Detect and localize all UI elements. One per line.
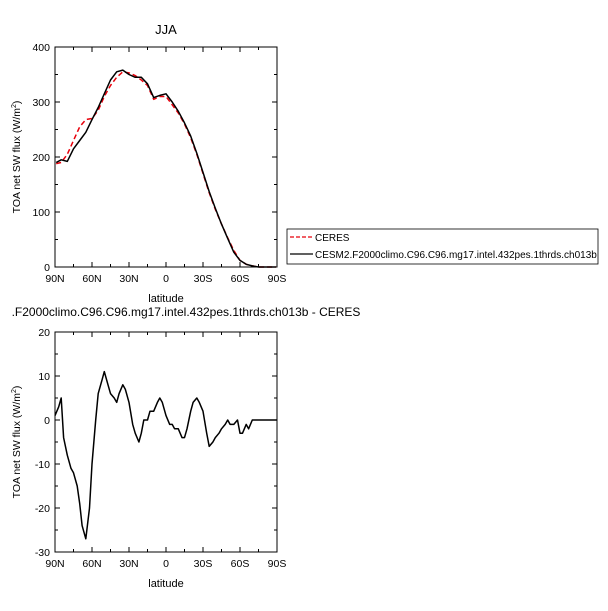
bottom-x-tick-label: 60S <box>231 558 250 570</box>
bottom-y-tick-label: 20 <box>38 327 50 339</box>
top-y-axis-label-close: ) <box>11 101 23 105</box>
legend-box <box>286 228 599 265</box>
bottom-y-axis-label: TOA net SW flux (W/m2) <box>11 386 23 499</box>
legend: CERES CESM2.F2000climo.C96.C96.mg17.inte… <box>286 228 599 265</box>
bottom-y-tick-label: -20 <box>35 503 50 515</box>
legend-label-model: CESM2.F2000climo.C96.C96.mg17.intel.432p… <box>315 250 597 261</box>
bottom-x-tick-label: 30S <box>194 558 213 570</box>
bottom-y-axis-label-sup: 2 <box>11 389 18 393</box>
top-axis-ticks: 90N 60N 30N 0 30S 60S 90S 0 100 200 300 400 <box>32 42 286 285</box>
top-x-tick-label: 60S <box>231 273 250 285</box>
top-series-layer <box>55 69 276 268</box>
top-y-axis-label-sup: 2 <box>11 104 18 108</box>
top-plot-frame <box>54 46 278 268</box>
bottom-x-tick-label: 30N <box>119 558 138 570</box>
bottom-y-axis-label-close: ) <box>11 386 23 390</box>
legend-label-ceres: CERES <box>315 233 350 244</box>
bottom-y-tick-label: 0 <box>44 415 50 427</box>
top-y-tick-label: 400 <box>32 42 50 54</box>
top-x-tick-label: 90S <box>268 273 287 285</box>
top-x-axis-label: latitude <box>148 293 183 305</box>
top-x-tick-label: 90N <box>45 273 64 285</box>
top-y-tick-label: 200 <box>32 152 50 164</box>
top-y-tick-label: 300 <box>32 97 50 109</box>
top-y-tick-label: 0 <box>44 262 50 274</box>
top-y-axis-label: TOA net SW flux (W/m2) <box>11 101 23 214</box>
bottom-y-tick-label: 10 <box>38 371 50 383</box>
top-y-tick-label: 100 <box>32 207 50 219</box>
bottom-y-tick-label: -10 <box>35 459 50 471</box>
bottom-x-tick-label: 90S <box>268 558 287 570</box>
top-chart-title: JJA <box>155 22 177 37</box>
top-series-line-1 <box>55 69 276 268</box>
bottom-y-tick-label: -30 <box>35 547 50 559</box>
bottom-series-line-0 <box>54 370 277 540</box>
top-series-line-0 <box>56 71 276 268</box>
top-panel: JJA 90N 60N 30N 0 30S 60S 90S 0 100 200 300 400 lat… <box>11 22 286 305</box>
bottom-x-tick-label: 0 <box>163 558 169 570</box>
bottom-axis-ticks: 90N 60N 30N 0 30S 60S 90S -30 -20 -10 0 10 20 <box>35 327 287 570</box>
bottom-x-axis-label: latitude <box>148 578 183 590</box>
bottom-x-tick-label: 60N <box>82 558 101 570</box>
top-x-tick-label: 0 <box>163 273 169 285</box>
top-x-tick-label: 30S <box>194 273 213 285</box>
bottom-plot-frame <box>54 331 278 553</box>
top-x-tick-label: 60N <box>82 273 101 285</box>
bottom-series-layer <box>54 370 277 540</box>
bottom-panel: .F2000climo.C96.C96.mg17.intel.432pes.1t… <box>11 305 360 590</box>
bottom-chart-title: .F2000climo.C96.C96.mg17.intel.432pes.1t… <box>12 305 361 319</box>
top-y-axis-label-text: TOA net SW flux (W/m <box>11 108 23 214</box>
top-x-tick-label: 30N <box>119 273 138 285</box>
bottom-x-tick-label: 90N <box>45 558 64 570</box>
bottom-y-axis-label-text: TOA net SW flux (W/m <box>11 393 23 499</box>
